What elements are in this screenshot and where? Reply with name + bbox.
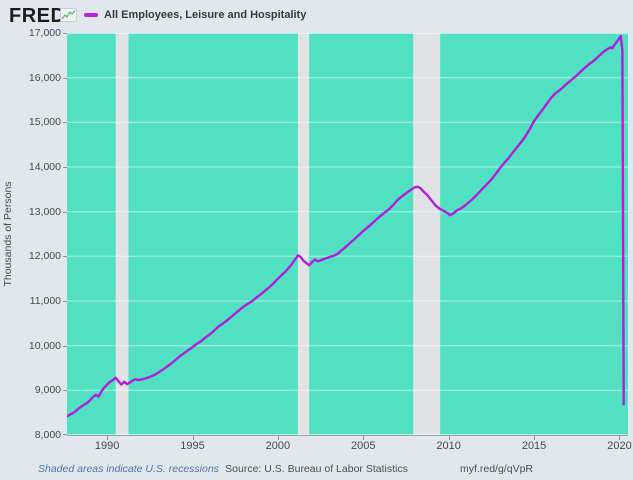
x-axis-line [67, 435, 628, 436]
y-axis-title: Thousands of Persons [2, 181, 14, 287]
y-tick-label: 10,000 [28, 339, 61, 352]
recession-band [413, 33, 441, 435]
y-tick-label: 15,000 [28, 116, 61, 129]
y-tick-label: 8,000 [34, 429, 61, 441]
chart-footer: Shaded areas indicate U.S. recessions So… [0, 461, 633, 480]
x-tick-mark [534, 436, 536, 440]
chart-header: FRED All Employees, Leisure and Hospital… [0, 0, 633, 30]
data-line [66, 34, 625, 418]
x-tick-label: 2000 [265, 440, 291, 452]
x-tick-mark [363, 436, 365, 440]
y-tick-label: 13,000 [28, 205, 61, 218]
y-tick-label: 11,000 [29, 295, 61, 307]
y-tick-mark [63, 434, 67, 435]
x-tick-mark [107, 436, 109, 440]
x-tick-mark [448, 436, 450, 440]
x-tick-label: 1995 [180, 440, 205, 452]
y-tick-mark [63, 77, 67, 79]
y-tick-label: 12,000 [28, 250, 61, 263]
y-tick-mark [63, 33, 67, 34]
x-tick-label: 2010 [436, 440, 461, 452]
y-tick-label: 16,000 [28, 71, 61, 84]
y-tick-mark [63, 345, 67, 347]
plot-background [67, 33, 628, 435]
sparkline-icon [60, 8, 77, 22]
y-tick-mark [63, 390, 67, 392]
x-tick-label: 2005 [351, 440, 376, 452]
x-tick-label: 2015 [521, 440, 547, 452]
recession-band [115, 33, 129, 435]
fred-logo[interactable]: FRED [9, 5, 66, 27]
plot-area[interactable] [66, 33, 628, 435]
legend-swatch [84, 13, 98, 17]
source-text: Source: U.S. Bureau of Labor Statistics [225, 463, 408, 475]
recession-note-link[interactable]: Shaded areas indicate U.S. recessions [38, 463, 219, 475]
x-tick-mark [277, 436, 279, 440]
y-tick-mark [63, 256, 67, 258]
x-tick-label: 2020 [607, 440, 632, 452]
line-chart [66, 33, 628, 435]
series-legend: All Employees, Leisure and Hospitality [84, 5, 306, 25]
y-tick-label: 9,000 [34, 384, 61, 397]
x-tick-label: 1990 [94, 440, 120, 452]
y-tick-mark [63, 211, 67, 213]
y-tick-label: 14,000 [28, 161, 61, 173]
x-tick-mark [192, 436, 194, 440]
y-tick-mark [63, 167, 67, 168]
recession-band [297, 33, 310, 435]
short-link[interactable]: myf.red/g/qVpR [460, 463, 533, 475]
y-tick-mark [63, 301, 67, 302]
y-tick-label: 17,000 [28, 27, 61, 39]
y-tick-mark [63, 122, 67, 124]
legend-label: All Employees, Leisure and Hospitality [104, 9, 307, 21]
x-tick-mark [619, 436, 621, 440]
